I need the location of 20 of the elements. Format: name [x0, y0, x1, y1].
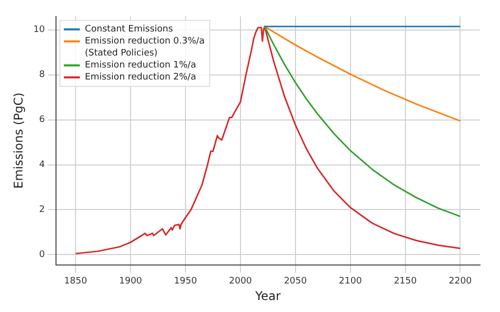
y-tick-label: 6: [39, 115, 46, 126]
x-tick-label: 2000: [229, 276, 252, 287]
y-axis-title: Emissions (PgC): [11, 92, 26, 189]
legend-label: Emission reduction 2%/a: [84, 72, 196, 83]
x-tick-label: 2150: [394, 276, 418, 287]
x-tick-label: 1950: [174, 276, 198, 287]
x-tick-label: 2100: [338, 276, 362, 287]
y-tick-label: 4: [39, 160, 46, 170]
x-tick-label: 1900: [119, 276, 142, 287]
y-tick-label: 0: [39, 250, 46, 260]
legend-label: Constant Emissions: [84, 24, 174, 35]
x-tick-label: 2050: [284, 276, 308, 287]
legend-label: Emission reduction 1%/a: [84, 60, 196, 71]
y-tick-label: 10: [33, 25, 46, 36]
x-tick-label: 1850: [64, 276, 88, 287]
x-axis-title: Year: [254, 288, 281, 303]
legend-label: Emission reduction 0.3%/a (Stated Policies): [84, 36, 205, 59]
y-tick-label: 8: [39, 70, 46, 80]
y-tick-label: 2: [39, 205, 45, 216]
x-tick-label: 2200: [448, 276, 472, 287]
